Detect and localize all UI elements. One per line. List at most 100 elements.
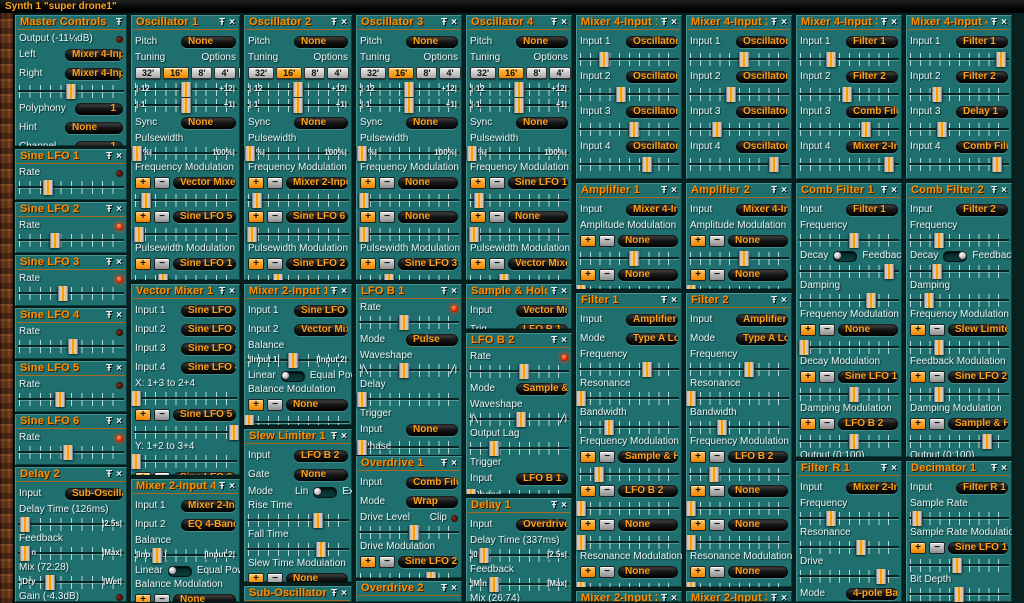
remove-modulation-button[interactable]: − <box>709 451 725 463</box>
toggle-knob[interactable] <box>280 370 290 380</box>
slider-handle[interactable] <box>19 546 31 561</box>
close-icon[interactable]: × <box>891 462 897 474</box>
add-modulation-button[interactable]: + <box>690 519 706 531</box>
slider-handle[interactable] <box>686 285 697 289</box>
close-icon[interactable]: × <box>229 16 235 28</box>
close-icon[interactable]: × <box>891 184 897 196</box>
slider-handle[interactable] <box>478 548 490 563</box>
tuning-button-16[interactable]: 16' <box>163 67 190 79</box>
pin-icon[interactable]: Ŧ <box>991 462 998 474</box>
input-1-select[interactable]: Oscillator 1 Pulse <box>626 35 678 48</box>
input-2-select[interactable]: Vector Mixer 1 <box>294 323 348 336</box>
close-icon[interactable]: × <box>116 415 122 427</box>
slider-handle[interactable] <box>686 535 697 550</box>
slider-handle[interactable] <box>67 339 79 354</box>
slider[interactable]: |0%| 100%| <box>466 146 569 161</box>
toggle-switch[interactable] <box>167 565 192 577</box>
toggle-knob[interactable] <box>313 486 323 496</box>
remove-modulation-button[interactable]: − <box>154 258 170 270</box>
slider-handle[interactable] <box>131 146 143 161</box>
add-modulation-button[interactable]: + <box>135 258 151 270</box>
input-select[interactable]: Sub-Oscillator 1 <box>65 487 123 500</box>
slider-handle[interactable] <box>848 434 860 449</box>
pin-icon[interactable]: Ŧ <box>106 468 113 480</box>
add-modulation-button[interactable]: + <box>690 235 706 247</box>
add-modulation-button[interactable]: + <box>248 399 264 411</box>
sync-select[interactable]: None <box>294 116 348 129</box>
mod-source-select[interactable]: Sine LFO 1 <box>508 177 568 189</box>
mod-source-select[interactable]: Sample & Hold 1 <box>948 418 1008 430</box>
slider[interactable]: |-12 +12| <box>134 82 237 97</box>
remove-modulation-button[interactable]: − <box>154 177 170 189</box>
slider[interactable] <box>799 52 899 67</box>
slider[interactable] <box>247 513 349 528</box>
slider[interactable]: |-12 +12| <box>469 82 569 97</box>
pin-icon[interactable]: Ŧ <box>106 203 113 215</box>
toggle-switch[interactable] <box>833 250 858 262</box>
remove-modulation-button[interactable]: − <box>267 177 283 189</box>
remove-modulation-button[interactable]: − <box>599 566 615 578</box>
add-modulation-button[interactable]: + <box>248 258 264 270</box>
remove-modulation-button[interactable]: − <box>267 399 283 411</box>
slider-handle[interactable] <box>65 84 77 99</box>
close-icon[interactable]: × <box>781 184 787 196</box>
pin-icon[interactable]: Ŧ <box>219 480 226 492</box>
slider-handle[interactable] <box>292 82 304 97</box>
slider[interactable] <box>909 434 1009 449</box>
slider-handle[interactable] <box>865 293 877 308</box>
remove-modulation-button[interactable]: − <box>709 269 725 281</box>
slider[interactable] <box>798 340 899 355</box>
pin-icon[interactable]: Ŧ <box>881 462 888 474</box>
mod-source-select[interactable]: None <box>398 177 458 189</box>
slider-handle[interactable] <box>42 180 54 195</box>
slider[interactable] <box>909 87 1009 102</box>
sync-select[interactable]: None <box>516 116 568 129</box>
add-modulation-button[interactable]: + <box>800 324 816 336</box>
input-3-select[interactable]: Oscillator 3 Pulse <box>736 105 788 118</box>
remove-modulation-button[interactable]: − <box>929 542 945 554</box>
input-1-select[interactable]: Sine LFO 1 <box>294 304 348 317</box>
slider[interactable] <box>359 525 459 540</box>
slider-handle[interactable] <box>593 467 605 482</box>
close-icon[interactable]: × <box>781 592 787 603</box>
slider[interactable] <box>359 274 459 280</box>
slider-handle[interactable] <box>466 489 477 494</box>
slider-handle[interactable] <box>57 286 69 301</box>
remove-modulation-button[interactable]: − <box>599 451 615 463</box>
remove-modulation-button[interactable]: − <box>379 556 395 568</box>
mod-source-select[interactable]: None <box>728 269 788 281</box>
slider[interactable] <box>247 274 349 280</box>
close-icon[interactable]: × <box>116 150 122 162</box>
slider-handle[interactable] <box>292 98 304 113</box>
pin-icon[interactable]: Ŧ <box>441 16 448 28</box>
slider[interactable] <box>909 340 1009 355</box>
pin-icon[interactable]: Ŧ <box>106 309 113 321</box>
slider[interactable] <box>909 558 1009 573</box>
remove-modulation-button[interactable]: − <box>379 177 395 189</box>
mod-source-select[interactable]: None <box>173 594 236 602</box>
close-icon[interactable]: × <box>229 480 235 492</box>
slider[interactable] <box>469 364 569 379</box>
slider-handle[interactable] <box>398 363 410 378</box>
add-modulation-button[interactable]: + <box>690 485 706 497</box>
pin-icon[interactable]: Ŧ <box>881 16 888 28</box>
add-modulation-button[interactable]: + <box>360 211 376 223</box>
slider[interactable] <box>18 339 124 354</box>
pin-icon[interactable]: Ŧ <box>991 16 998 28</box>
slider-handle[interactable] <box>513 98 525 113</box>
tuning-button-8[interactable]: 8' <box>526 67 548 79</box>
tuning-button-16[interactable]: 16' <box>498 67 525 79</box>
slider-handle[interactable] <box>408 525 420 540</box>
slider-handle[interactable] <box>515 412 527 427</box>
slider-handle[interactable] <box>180 82 191 97</box>
slider-handle[interactable] <box>498 274 510 280</box>
slider[interactable] <box>18 445 124 460</box>
remove-modulation-button[interactable]: − <box>267 211 283 223</box>
toggle-switch[interactable] <box>313 486 338 498</box>
slider-handle[interactable] <box>768 157 780 172</box>
slider-handle[interactable] <box>628 122 640 137</box>
add-modulation-button[interactable]: + <box>135 594 151 602</box>
tuning-button-4[interactable]: 4' <box>549 67 571 79</box>
slider-handle[interactable] <box>44 575 56 590</box>
slider[interactable]: |-1 +1| <box>469 98 569 113</box>
